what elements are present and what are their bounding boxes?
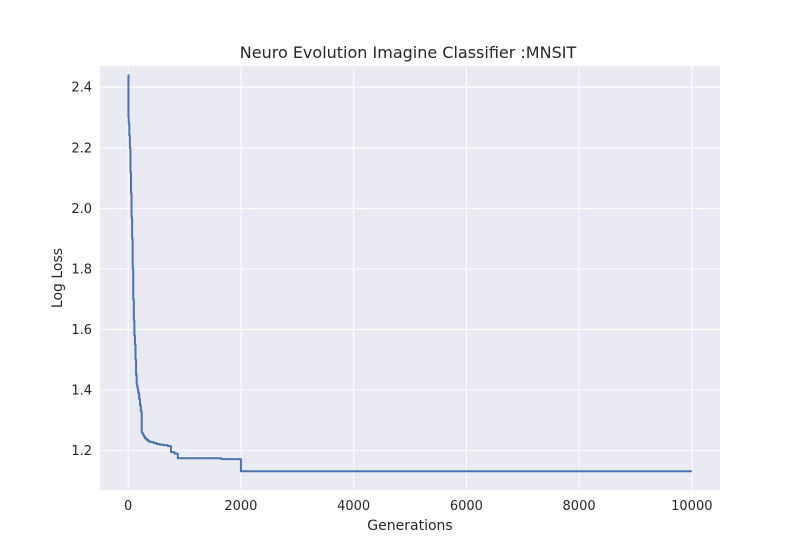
x-tick-label: 4000 bbox=[337, 499, 370, 514]
chart-title: Neuro Evolution Imagine Classifier :MNSI… bbox=[240, 43, 577, 62]
x-tick-label: 2000 bbox=[224, 499, 257, 514]
y-tick-label: 2.2 bbox=[71, 141, 92, 156]
y-axis-label: Log Loss bbox=[50, 248, 66, 308]
grid bbox=[100, 66, 720, 490]
x-tick-label: 0 bbox=[124, 499, 132, 514]
series-line bbox=[127, 74, 692, 473]
x-tick-label: 10000 bbox=[671, 499, 712, 514]
series-layer bbox=[127, 74, 692, 473]
y-tick-label: 1.4 bbox=[71, 384, 92, 399]
y-tick-label: 2.4 bbox=[71, 81, 92, 96]
y-tick-label: 1.2 bbox=[71, 444, 92, 459]
plot-area bbox=[100, 66, 720, 490]
y-tick-label: 1.6 bbox=[71, 323, 92, 338]
y-tick-label: 1.8 bbox=[71, 262, 92, 277]
x-tick-label: 8000 bbox=[563, 499, 596, 514]
x-axis-label: Generations bbox=[367, 518, 452, 534]
tick-labels: 0 2000 4000 6000 8000 10000 1.2 1.4 1.6 1.8 2.0 2.2… bbox=[71, 81, 712, 514]
y-tick-label: 2.0 bbox=[71, 202, 92, 217]
x-tick-label: 6000 bbox=[450, 499, 483, 514]
